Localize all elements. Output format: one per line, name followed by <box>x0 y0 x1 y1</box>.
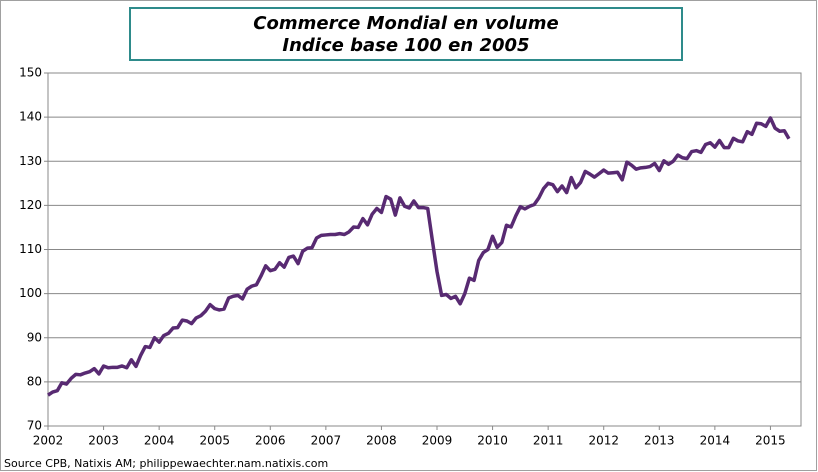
x-tick-label: 2002 <box>33 434 64 448</box>
y-tick-label: 120 <box>19 198 42 212</box>
x-tick-label: 2010 <box>477 434 508 448</box>
y-tick-label: 140 <box>19 110 42 124</box>
y-tick-label: 100 <box>19 286 42 300</box>
x-tick-label: 2011 <box>533 434 564 448</box>
y-tick-label: 80 <box>27 374 42 388</box>
data-line <box>47 116 791 397</box>
chart-title: Commerce Mondial en volume <box>253 13 558 34</box>
y-tick-label: 150 <box>19 66 42 80</box>
y-tick-label: 130 <box>19 154 42 168</box>
x-tick-label: 2006 <box>255 434 286 448</box>
source-note: Source CPB, Natixis AM; philippewaechter… <box>4 457 328 470</box>
x-tick-label: 2007 <box>311 434 342 448</box>
title-box <box>129 7 683 61</box>
x-tick-label: 2008 <box>366 434 397 448</box>
y-tick-label: 70 <box>27 419 42 433</box>
x-tick-label: 2015 <box>755 434 786 448</box>
x-tick-label: 2014 <box>700 434 731 448</box>
y-tick-label: 90 <box>27 330 42 344</box>
x-tick-label: 2003 <box>88 434 119 448</box>
chart-subtitle: Indice base 100 en 2005 <box>282 35 529 56</box>
y-tick-label: 110 <box>19 242 42 256</box>
x-tick-label: 2013 <box>644 434 675 448</box>
x-tick-label: 2004 <box>144 434 175 448</box>
x-tick-label: 2005 <box>199 434 230 448</box>
x-tick-label: 2012 <box>588 434 619 448</box>
x-tick-label: 2009 <box>422 434 453 448</box>
